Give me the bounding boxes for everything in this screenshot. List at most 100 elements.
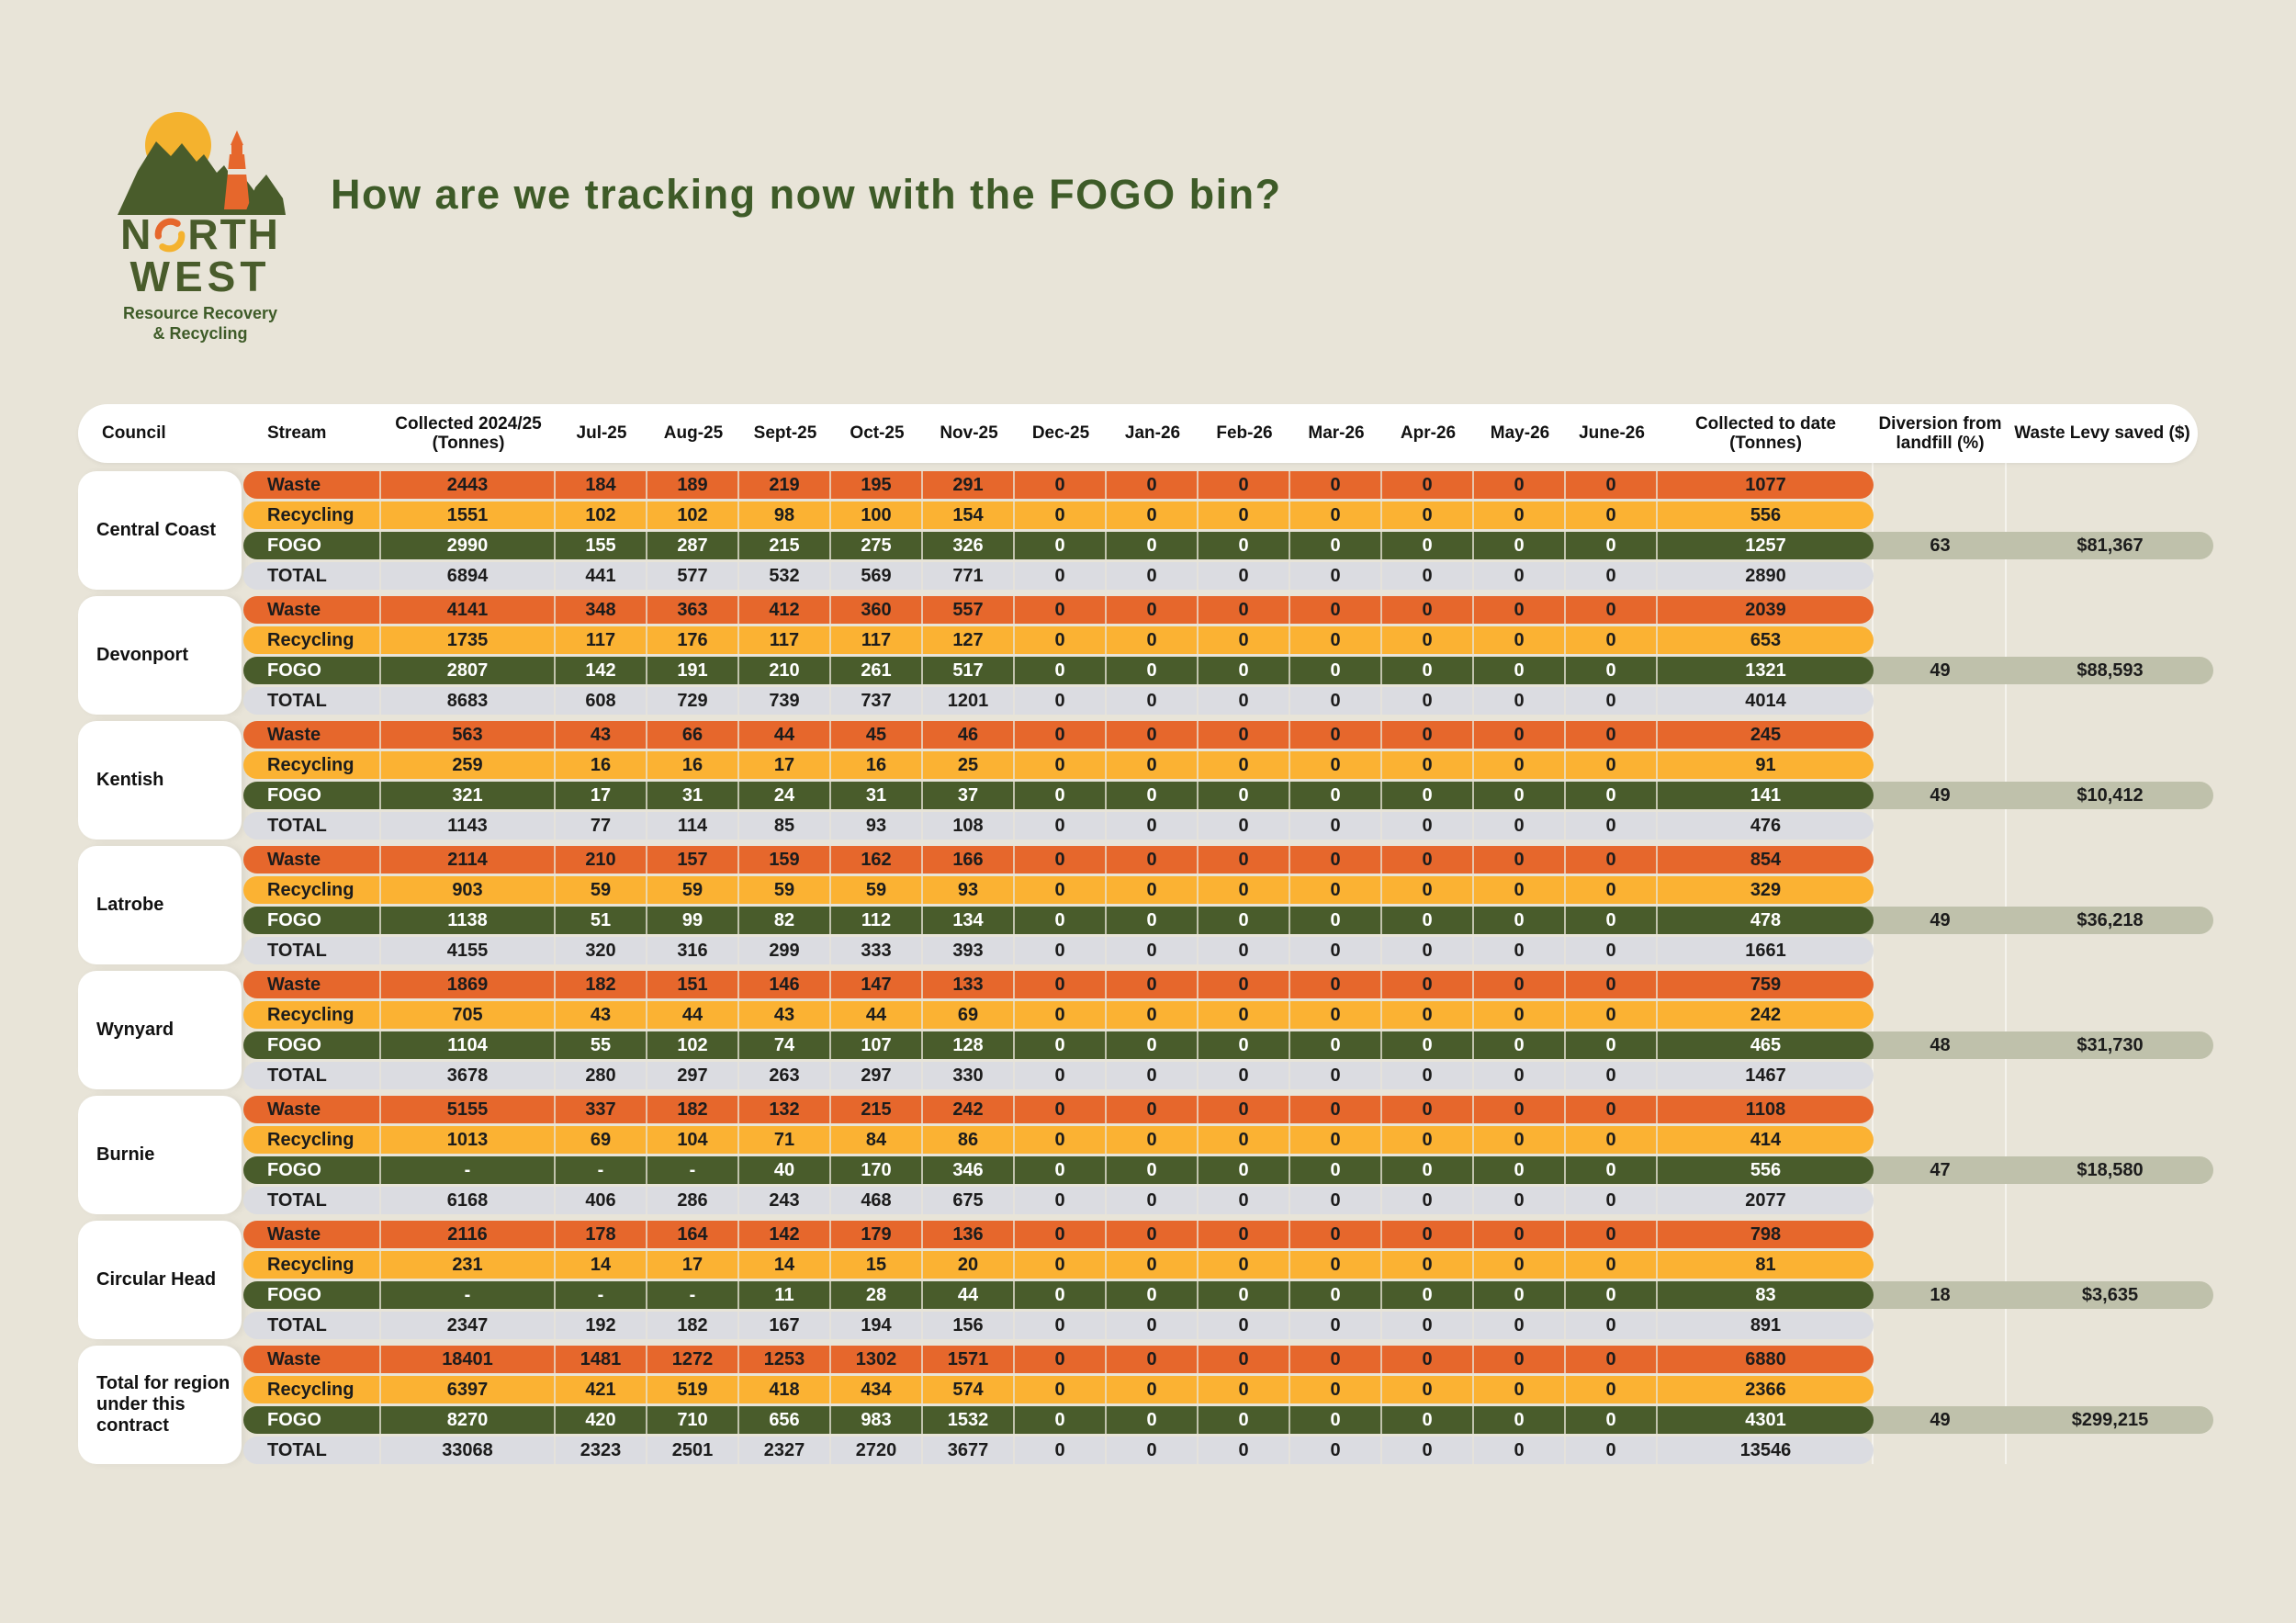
value-cell: 0 xyxy=(1566,846,1658,873)
value-cell: 164 xyxy=(647,1221,739,1248)
value-cell: 0 xyxy=(1566,907,1658,934)
value-cell: 0 xyxy=(1382,782,1474,809)
value-cell: 299 xyxy=(739,937,831,964)
value-cell: 17 xyxy=(647,1251,739,1279)
value-cell: 0 xyxy=(1566,1187,1658,1214)
value-cell: - xyxy=(381,1281,556,1309)
value-cell: 99 xyxy=(647,907,739,934)
value-cell: 28 xyxy=(831,1281,923,1309)
stream-row-waste: Waste 2116 178 164 142 179 136 0 0 0 0 0 0 0 798 xyxy=(78,1221,1874,1248)
stream-label: FOGO xyxy=(243,1281,381,1309)
stream-row-total: TOTAL 4155 320 316 299 333 393 0 0 0 0 0 0 0 1661 xyxy=(78,937,1874,964)
value-cell: 0 xyxy=(1107,626,1199,654)
value-cell: 0 xyxy=(1199,1437,1290,1464)
value-cell: 55 xyxy=(556,1031,647,1059)
value-cell: 0 xyxy=(1015,1437,1107,1464)
value-cell: 0 xyxy=(1474,1156,1566,1184)
value-cell: 0 xyxy=(1566,502,1658,529)
diversion-value: 48 xyxy=(1930,1034,1951,1055)
value-cell: 0 xyxy=(1015,782,1107,809)
value-cell: 2443 xyxy=(381,471,556,499)
value-cell: 0 xyxy=(1015,876,1107,904)
value-cell: 0 xyxy=(1474,907,1566,934)
stream-label: Waste xyxy=(243,471,381,499)
value-cell: 44 xyxy=(831,1001,923,1029)
value-cell: - xyxy=(647,1156,739,1184)
value-cell: 1735 xyxy=(381,626,556,654)
value-cell: 321 xyxy=(381,782,556,809)
stream-row-total: TOTAL 3678 280 297 263 297 330 0 0 0 0 0 0 0 1467 xyxy=(78,1062,1874,1089)
stream-row-waste: Waste 1869 182 151 146 147 133 0 0 0 0 0 0 0 759 xyxy=(78,971,1874,998)
value-cell: 45 xyxy=(831,721,923,749)
council-column-spacer xyxy=(78,876,243,904)
value-cell: 418 xyxy=(739,1376,831,1403)
value-cell: 393 xyxy=(923,937,1015,964)
value-cell: 1532 xyxy=(923,1406,1015,1434)
value-cell: 0 xyxy=(1474,1251,1566,1279)
value-cell: 231 xyxy=(381,1251,556,1279)
council-column-spacer xyxy=(78,502,243,529)
council-column-spacer xyxy=(78,971,243,998)
header-cell: Waste Levy saved ($) xyxy=(2014,423,2190,444)
value-cell: 141 xyxy=(1658,782,1874,809)
value-cell: 51 xyxy=(556,907,647,934)
value-cell: 0 xyxy=(1015,1312,1107,1339)
value-cell: 0 xyxy=(1566,971,1658,998)
stream-label: Waste xyxy=(243,846,381,873)
value-cell: 44 xyxy=(739,721,831,749)
council-column-spacer xyxy=(78,1437,243,1464)
value-cell: 0 xyxy=(1199,657,1290,684)
value-cell: 0 xyxy=(1474,876,1566,904)
value-cell: 44 xyxy=(647,1001,739,1029)
value-cell: 182 xyxy=(647,1096,739,1123)
value-cell: 178 xyxy=(556,1221,647,1248)
council-block: Devonport Waste 4141 348 363 412 360 557 0 0 0 0 0 0 0… xyxy=(78,596,2213,715)
value-cell: 134 xyxy=(923,907,1015,934)
council-name: Devonport xyxy=(96,645,188,665)
value-cell: 0 xyxy=(1107,1156,1199,1184)
value-cell: 0 xyxy=(1199,1001,1290,1029)
value-cell: 0 xyxy=(1107,782,1199,809)
table-body: Central Coast Waste 2443 184 189 219 195 291 0 0 0… xyxy=(78,463,2213,1464)
council-column-spacer xyxy=(78,471,243,499)
value-cell: 0 xyxy=(1199,751,1290,779)
council-column-spacer xyxy=(78,626,243,654)
value-cell: 0 xyxy=(1382,971,1474,998)
value-cell: 0 xyxy=(1382,937,1474,964)
value-cell: 0 xyxy=(1382,1031,1474,1059)
council-column-spacer xyxy=(78,846,243,873)
logo-tagline-line1: Resource Recovery xyxy=(122,303,278,322)
value-cell: 0 xyxy=(1474,502,1566,529)
value-cell: 44 xyxy=(923,1281,1015,1309)
value-cell: 574 xyxy=(923,1376,1015,1403)
stream-label: TOTAL xyxy=(243,812,381,840)
council-label: Circular Head xyxy=(78,1221,242,1339)
value-cell: 14 xyxy=(739,1251,831,1279)
header-cell: Aug-25 xyxy=(663,423,724,444)
value-cell: 0 xyxy=(1382,1437,1474,1464)
header-cell: Mar-26 xyxy=(1308,423,1365,444)
value-cell: 0 xyxy=(1474,751,1566,779)
value-cell: 31 xyxy=(831,782,923,809)
stream-label: Waste xyxy=(243,1346,381,1373)
value-cell: 0 xyxy=(1199,812,1290,840)
value-cell: 0 xyxy=(1474,846,1566,873)
value-cell: 71 xyxy=(739,1126,831,1154)
value-cell: 6880 xyxy=(1658,1346,1874,1373)
value-cell: 0 xyxy=(1015,1126,1107,1154)
council-label: Wynyard xyxy=(78,971,242,1089)
value-cell: 0 xyxy=(1290,657,1382,684)
value-cell: 259 xyxy=(381,751,556,779)
value-cell: 0 xyxy=(1566,687,1658,715)
stream-label: TOTAL xyxy=(243,1312,381,1339)
value-cell: 0 xyxy=(1474,1281,1566,1309)
value-cell: 0 xyxy=(1107,751,1199,779)
value-cell: 0 xyxy=(1015,502,1107,529)
value-cell: 0 xyxy=(1015,937,1107,964)
summary-badge: 49 $10,412 xyxy=(1828,782,2213,809)
hill-icon xyxy=(243,175,286,215)
value-cell: 0 xyxy=(1474,1096,1566,1123)
value-cell: 2890 xyxy=(1658,562,1874,590)
value-cell: 0 xyxy=(1566,812,1658,840)
